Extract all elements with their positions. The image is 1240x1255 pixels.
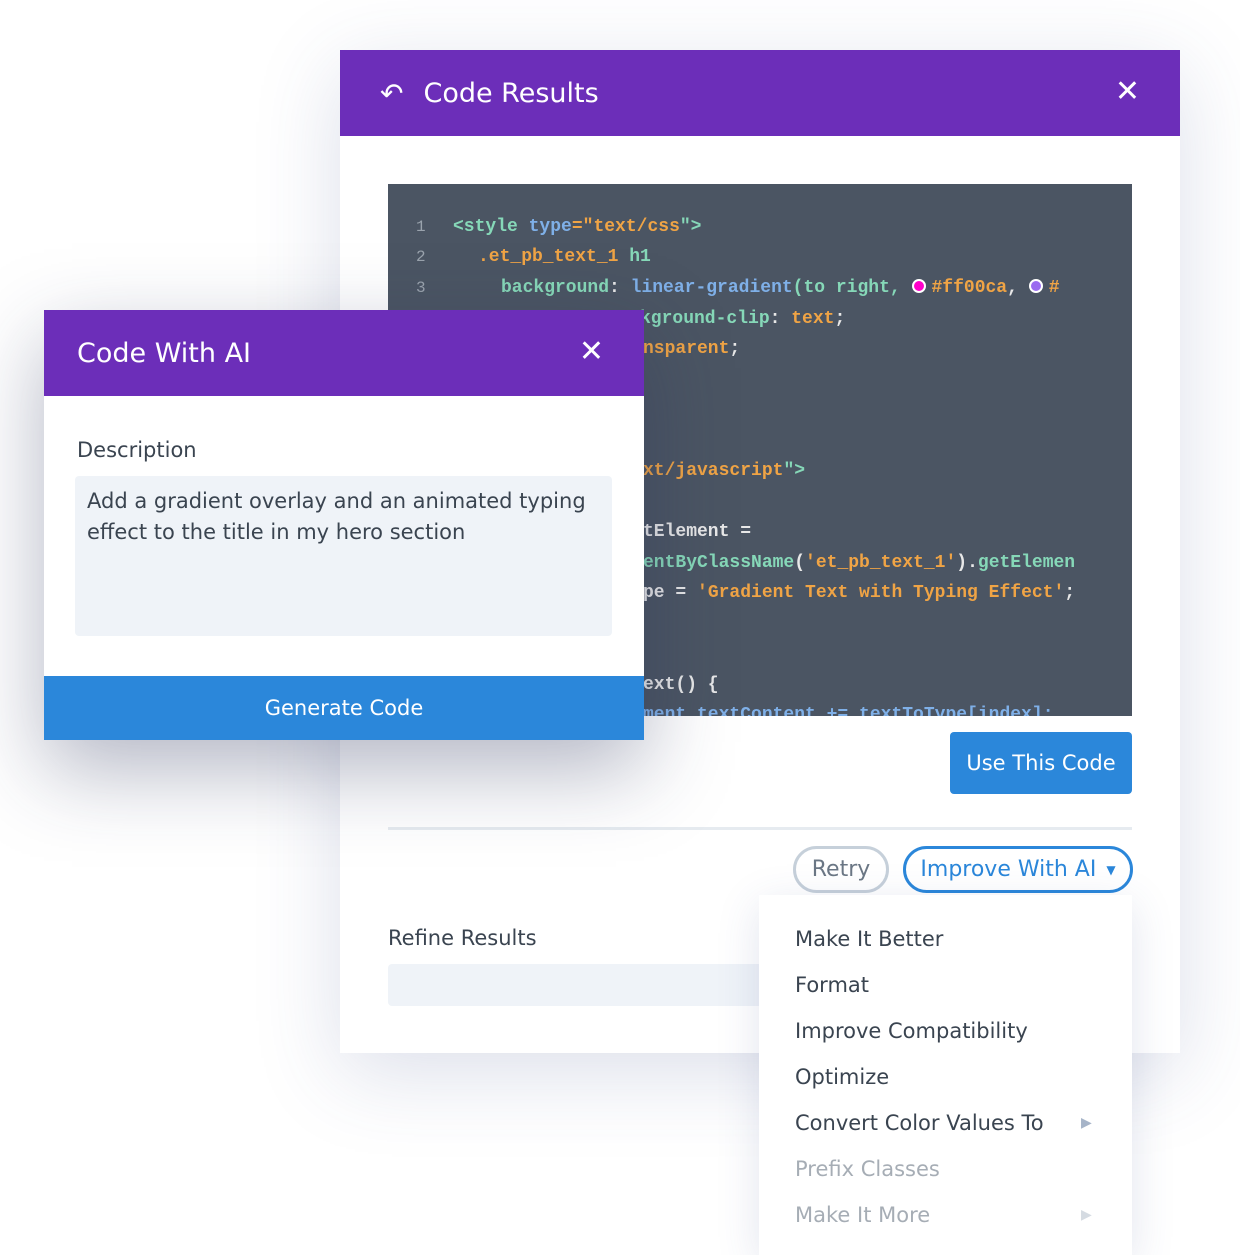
- code-line: kground-clip: text;: [640, 309, 846, 329]
- close-icon[interactable]: ✕: [1114, 74, 1140, 109]
- close-icon[interactable]: ✕: [578, 334, 604, 369]
- code-line: nsparent;: [643, 339, 741, 359]
- caret-down-icon: ▼: [1106, 862, 1116, 877]
- code-line: ext() {: [643, 675, 719, 695]
- use-this-code-button[interactable]: Use This Code: [950, 732, 1132, 794]
- retry-button[interactable]: Retry: [793, 846, 889, 893]
- menu-item-convert-color-values[interactable]: Convert Color Values To: [795, 1111, 1044, 1135]
- line-number: 2: [416, 248, 426, 266]
- modal-title: Code With AI: [77, 337, 252, 369]
- modal-title: Code Results: [423, 77, 599, 109]
- code-line: entByClassName('et_pb_text_1').getElemen: [643, 553, 1076, 573]
- code-with-ai-header: Code With AI ✕: [44, 310, 644, 396]
- menu-item-optimize[interactable]: Optimize: [795, 1065, 890, 1089]
- undo-arrow-icon[interactable]: ↶: [380, 76, 404, 110]
- code-results-header: ↶ Code Results ✕: [340, 50, 1180, 136]
- divider: [388, 827, 1132, 830]
- line-number: 3: [416, 279, 426, 297]
- code-line: <style type="text/css">: [453, 217, 702, 237]
- code-results-modal: ↶ Code Results ✕ 1 2 3 <style type="text…: [340, 50, 1180, 1053]
- menu-item-improve-compatibility[interactable]: Improve Compatibility: [795, 1019, 1028, 1043]
- menu-item-prefix-classes[interactable]: Prefix Classes: [795, 1157, 940, 1181]
- chevron-right-icon: ▶: [1081, 1115, 1092, 1131]
- chevron-right-icon: ▶: [1081, 1207, 1092, 1223]
- code-line: background: linear-gradient(to right, #f…: [501, 278, 1060, 298]
- refine-results-label: Refine Results: [388, 926, 537, 950]
- code-line: xt/javascript">: [643, 461, 806, 481]
- menu-item-make-it-better[interactable]: Make It Better: [795, 927, 944, 951]
- description-label: Description: [77, 438, 197, 462]
- improve-dropdown-menu: Make It Better Format Improve Compatibil…: [759, 895, 1132, 1255]
- description-textarea[interactable]: Add a gradient overlay and an animated t…: [75, 476, 612, 636]
- code-line: ment.textContent += textToType[index];: [643, 705, 1054, 716]
- menu-item-format[interactable]: Format: [795, 973, 870, 997]
- improve-with-ai-button[interactable]: Improve With AI ▼: [903, 846, 1133, 893]
- improve-label: Improve With AI: [920, 857, 1097, 882]
- line-number: 1: [416, 218, 426, 236]
- menu-item-make-it-more[interactable]: Make It More: [795, 1203, 931, 1227]
- code-line: pe = 'Gradient Text with Typing Effect';: [643, 583, 1076, 603]
- code-with-ai-modal: Code With AI ✕ Description Add a gradien…: [44, 310, 644, 740]
- code-line: .et_pb_text_1 h1: [478, 247, 651, 267]
- generate-code-button[interactable]: Generate Code: [44, 676, 644, 740]
- color-swatch[interactable]: [911, 279, 926, 293]
- refine-results-input[interactable]: [388, 964, 808, 1006]
- color-swatch[interactable]: [1028, 279, 1043, 293]
- code-line: tElement =: [643, 522, 752, 542]
